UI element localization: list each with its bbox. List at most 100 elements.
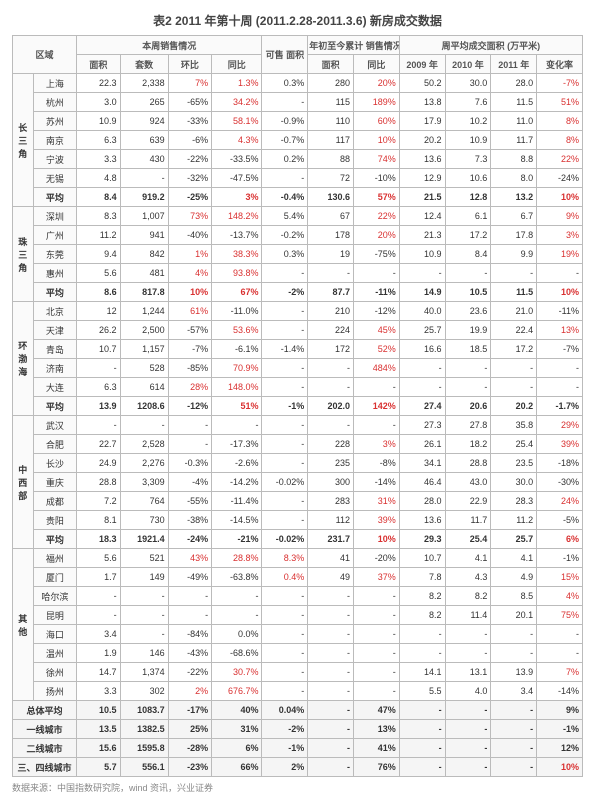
cell: - (212, 416, 262, 435)
cell: - (262, 663, 308, 682)
cell: 28.3 (491, 492, 537, 511)
cell: 614 (120, 378, 168, 397)
cell: - (491, 625, 537, 644)
cell: - (308, 644, 354, 663)
cell: 23.5 (491, 454, 537, 473)
cell: - (445, 644, 491, 663)
cell: - (399, 701, 445, 720)
city-name: 苏州 (33, 112, 77, 131)
cell: 300 (308, 473, 354, 492)
city-name: 杭州 (33, 93, 77, 112)
cell: 265 (120, 93, 168, 112)
cell: - (262, 587, 308, 606)
hdr-y11: 2011 年 (491, 55, 537, 74)
cell: 6.7 (491, 207, 537, 226)
city-name: 成都 (33, 492, 77, 511)
cell: 67% (212, 283, 262, 302)
cell: -0.2% (262, 226, 308, 245)
cell: - (262, 93, 308, 112)
cell: - (262, 264, 308, 283)
cell: -0.02% (262, 530, 308, 549)
cell: -14.2% (212, 473, 262, 492)
cell: 1208.6 (120, 397, 168, 416)
hdr-g3: 年初至今累计 销售情况 (308, 36, 400, 55)
cell: - (445, 739, 491, 758)
data-source: 数据来源：中国指数研究院，wind 资讯，兴业证券 (12, 781, 583, 794)
total-label: 总体平均 (13, 701, 77, 720)
hdr-region: 区域 (13, 36, 77, 74)
cell: - (537, 264, 583, 283)
cell: -68.6% (212, 644, 262, 663)
cell: 25.4 (491, 435, 537, 454)
cell: - (399, 359, 445, 378)
cell: 49 (308, 568, 354, 587)
cell: 30.0 (491, 473, 537, 492)
cell: 18.3 (77, 530, 120, 549)
cell: 4.0 (445, 682, 491, 701)
city-name: 温州 (33, 644, 77, 663)
cell: - (168, 435, 211, 454)
cell: -6.1% (212, 340, 262, 359)
cell: 148.2% (212, 207, 262, 226)
cell: 10.5 (77, 701, 120, 720)
cell: - (262, 606, 308, 625)
cell: 22.9 (445, 492, 491, 511)
cell: -20% (354, 549, 400, 568)
cell: 7.6 (445, 93, 491, 112)
cell: -33% (168, 112, 211, 131)
cell: 3% (212, 188, 262, 207)
cell: 1% (168, 245, 211, 264)
cell: -11% (537, 302, 583, 321)
city-name: 广州 (33, 226, 77, 245)
cell: 11.0 (491, 112, 537, 131)
cell: - (77, 587, 120, 606)
cell: - (354, 264, 400, 283)
cell: - (308, 587, 354, 606)
cell: - (537, 625, 583, 644)
cell: 730 (120, 511, 168, 530)
cell: - (537, 359, 583, 378)
cell: 8.3% (262, 549, 308, 568)
cell: 30.0 (445, 74, 491, 93)
cell: 9% (537, 207, 583, 226)
cell: 27.4 (399, 397, 445, 416)
cell: 189% (354, 93, 400, 112)
city-name: 福州 (33, 549, 77, 568)
cell: 4.1 (491, 549, 537, 568)
cell: -7% (168, 340, 211, 359)
city-name: 大连 (33, 378, 77, 397)
cell: - (308, 701, 354, 720)
cell: 13.8 (399, 93, 445, 112)
cell: 34.1 (399, 454, 445, 473)
cell: 41% (354, 739, 400, 758)
cell: 112 (308, 511, 354, 530)
cell: 5.6 (77, 264, 120, 283)
cell: 10% (537, 758, 583, 777)
cell: -14.5% (212, 511, 262, 530)
cell: 31% (354, 492, 400, 511)
cell: 6% (212, 739, 262, 758)
cell: 4% (168, 264, 211, 283)
city-name: 哈尔滨 (33, 587, 77, 606)
cell: 8.8 (491, 150, 537, 169)
cell: -2% (262, 720, 308, 739)
hdr-tb: 同比 (212, 55, 262, 74)
cell: 556.1 (120, 758, 168, 777)
cell: 6% (537, 530, 583, 549)
cell: 14.9 (399, 283, 445, 302)
cell: -1% (537, 720, 583, 739)
cell: -2% (262, 283, 308, 302)
cell: 45% (354, 321, 400, 340)
cell: 28.8 (77, 473, 120, 492)
cell: 1382.5 (120, 720, 168, 739)
cell: - (354, 606, 400, 625)
cell: - (537, 378, 583, 397)
cell: 2,276 (120, 454, 168, 473)
cell: -40% (168, 226, 211, 245)
cell: 5.7 (77, 758, 120, 777)
cell: 13.6 (399, 511, 445, 530)
cell: 22.7 (77, 435, 120, 454)
cell: 12% (537, 739, 583, 758)
cell: -17.3% (212, 435, 262, 454)
cell: 1595.8 (120, 739, 168, 758)
